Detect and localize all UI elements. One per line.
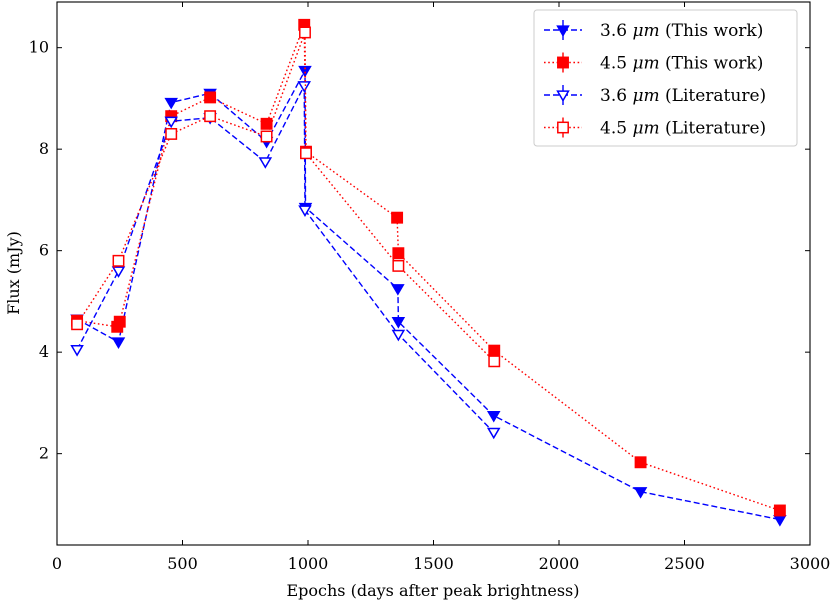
series-1-point <box>298 65 312 78</box>
series-1-line <box>76 70 781 521</box>
series-4-line <box>76 32 495 362</box>
series-1-point <box>391 317 406 329</box>
series-1-point <box>773 514 787 527</box>
legend-label: 3.6 μm (This work) <box>600 21 763 41</box>
legend-marker <box>557 56 569 69</box>
x-tick-label: 500 <box>167 554 198 573</box>
y-tick-label: 6 <box>39 241 49 260</box>
legend-marker <box>557 121 569 134</box>
series-2-point <box>773 504 786 517</box>
series-2-point <box>634 456 647 469</box>
series-2-point <box>391 211 404 224</box>
series-3-line <box>76 85 495 433</box>
series-4-point <box>260 130 273 143</box>
series-4-point <box>392 259 405 272</box>
legend-label: 4.5 μm (Literature) <box>600 119 766 139</box>
legend-item-1: 3.6 μm (This work) <box>544 20 763 41</box>
series-3-point <box>164 116 178 129</box>
x-tick-label: 2000 <box>539 554 580 573</box>
series-2-point <box>204 91 217 104</box>
x-tick-label: 2500 <box>664 554 705 573</box>
series-2-point <box>392 247 405 260</box>
y-axis-label: Flux (mJy) <box>4 231 23 315</box>
series-3-point <box>111 266 126 278</box>
x-axis-label: Epochs (days after peak brightness) <box>286 581 579 600</box>
x-tick-label: 3000 <box>790 554 831 573</box>
y-tick-label: 10 <box>29 38 49 57</box>
legend-item-2: 4.5 μm (This work) <box>544 52 763 74</box>
series-4-point <box>204 110 217 123</box>
series-3-point <box>486 427 501 440</box>
series-4-point <box>299 26 311 39</box>
legend-marker <box>556 90 570 102</box>
series-2-point <box>113 315 126 328</box>
series-4-point <box>112 254 125 267</box>
series-1-point <box>391 284 405 296</box>
series-3-point <box>391 329 406 342</box>
series-1-point <box>164 97 178 110</box>
x-tick-label: 0 <box>52 554 62 573</box>
series-3-point <box>298 205 312 218</box>
series-4 <box>71 26 501 368</box>
series-2-point <box>488 344 501 357</box>
legend: 3.6 μm (This work) 4.5 μm (This work) 3.6 … <box>533 9 798 147</box>
series-4-point <box>488 355 501 368</box>
legend-label: 3.6 μm (Literature) <box>600 86 766 106</box>
series-4-point <box>165 127 178 140</box>
legend-label: 4.5 μm (This work) <box>600 54 763 74</box>
series-3-point <box>297 81 312 93</box>
series-1-point <box>486 410 501 423</box>
x-tick-label: 1000 <box>288 554 329 573</box>
y-tick-label: 2 <box>39 444 49 463</box>
legend-marker <box>556 25 570 37</box>
series-4-point <box>71 318 84 331</box>
plot-layer <box>70 18 787 527</box>
y-tick-label: 4 <box>39 342 49 361</box>
axis-ticks: 0 500 1000 1500 2000 2500 3000 2 4 6 8 10 <box>29 2 831 573</box>
series-2-point <box>260 117 273 130</box>
series-4-point <box>300 147 312 160</box>
series-3-point <box>70 344 84 357</box>
legend-box <box>533 9 798 147</box>
series-1-point <box>633 487 648 499</box>
series-3 <box>70 81 501 440</box>
legend-item-4: 4.5 μm (Literature) <box>544 117 766 139</box>
x-tick-label: 1500 <box>413 554 454 573</box>
series-1-point <box>111 337 126 349</box>
series-3-point <box>258 157 273 169</box>
legend-item-3: 3.6 μm (Literature) <box>544 85 766 106</box>
y-tick-label: 8 <box>39 139 49 158</box>
